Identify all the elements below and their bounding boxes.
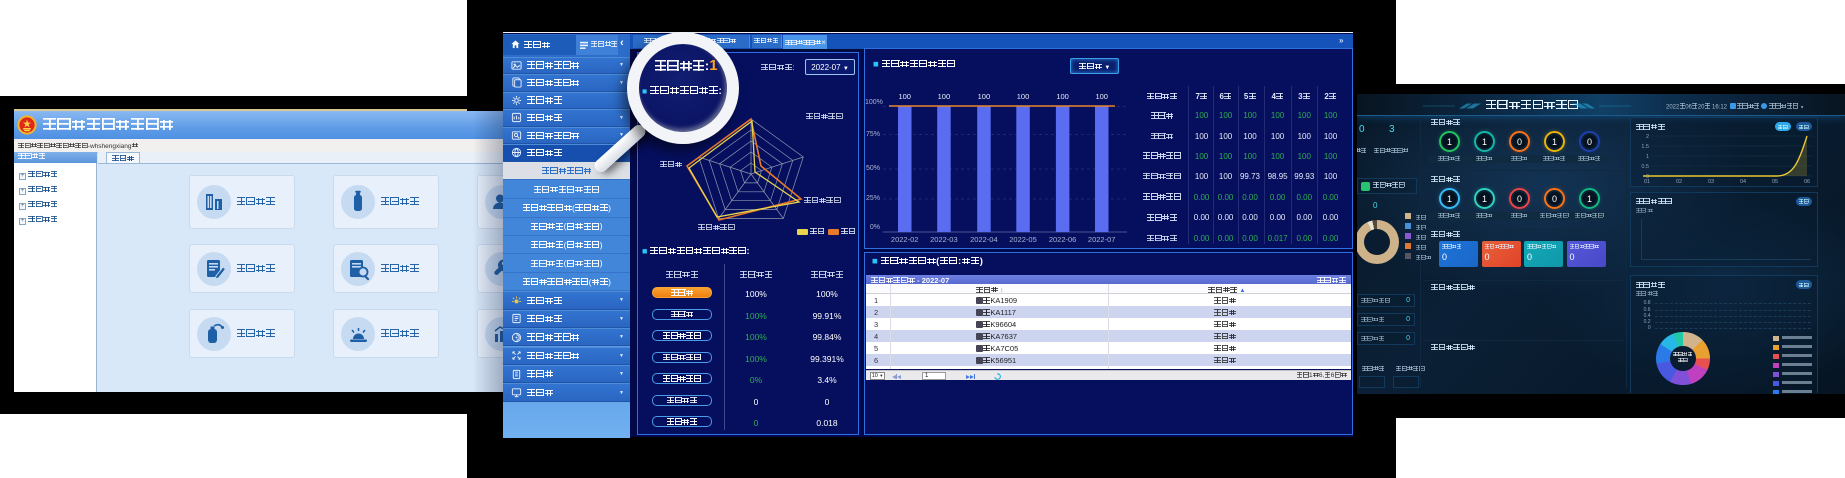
svg-text:100: 100: [978, 92, 991, 101]
svg-text:03: 03: [1708, 179, 1714, 184]
svg-text:1: 1: [1646, 154, 1649, 160]
svg-text:100: 100: [1056, 92, 1069, 101]
svg-text:2022-02: 2022-02: [891, 235, 919, 244]
svg-text:2022-03: 2022-03: [930, 235, 958, 244]
svg-text:2: 2: [1646, 134, 1649, 140]
svg-text:04: 04: [1740, 179, 1746, 184]
svg-text:05: 05: [1772, 179, 1778, 184]
svg-text:2022-05: 2022-05: [1009, 235, 1037, 244]
svg-text:0: 0: [1646, 174, 1649, 180]
svg-text:100: 100: [898, 92, 911, 101]
svg-text:100: 100: [1017, 92, 1030, 101]
svg-text:06: 06: [1804, 179, 1810, 184]
svg-text:100: 100: [1095, 92, 1108, 101]
svg-text:0.5: 0.5: [1641, 164, 1649, 170]
svg-text:1.5: 1.5: [1641, 144, 1649, 150]
svg-text:2022-04: 2022-04: [970, 235, 998, 244]
svg-text:100: 100: [938, 92, 951, 101]
svg-text:2022-06: 2022-06: [1049, 235, 1077, 244]
svg-text:01: 01: [1644, 179, 1650, 184]
svg-text:02: 02: [1676, 179, 1682, 184]
svg-text:2022-07: 2022-07: [1088, 235, 1116, 244]
